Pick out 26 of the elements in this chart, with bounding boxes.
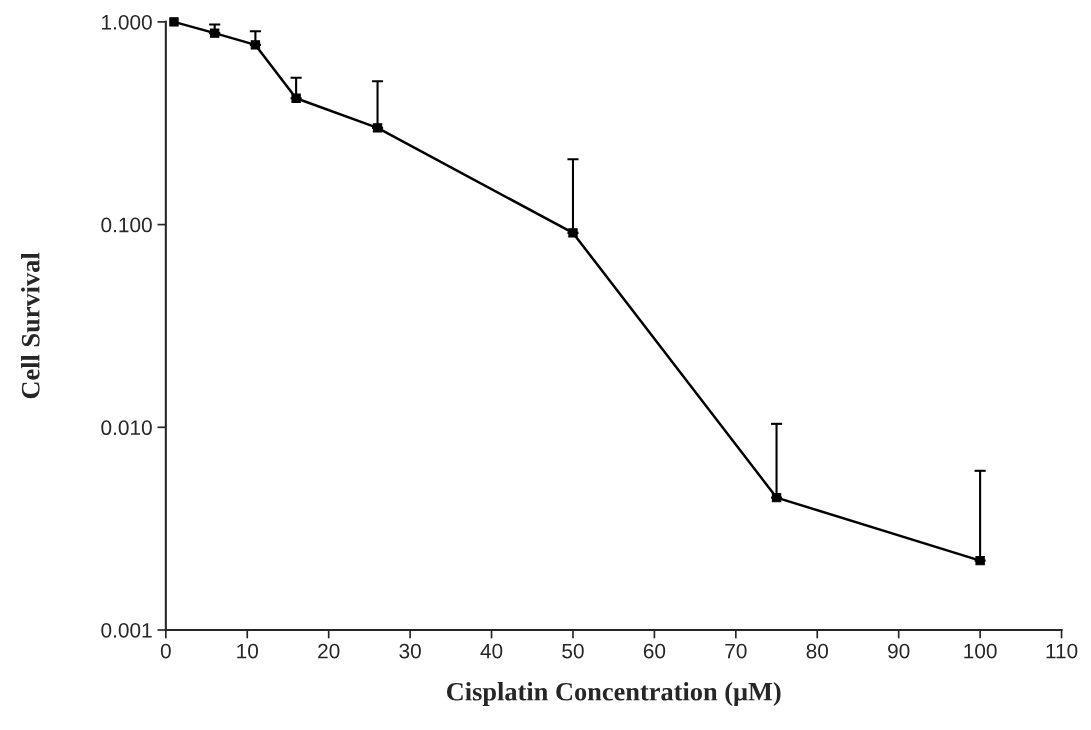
x-tick-label: 90 xyxy=(888,643,910,659)
point xyxy=(568,228,578,238)
point xyxy=(169,17,179,27)
x-axis-title: Cisplatin Concentration (μM) xyxy=(446,682,781,706)
point xyxy=(771,492,782,503)
point xyxy=(291,93,301,103)
point xyxy=(372,123,383,133)
y-axis-title: Cell Survival xyxy=(21,252,40,399)
x-tick-label: 60 xyxy=(643,643,666,659)
point xyxy=(975,555,985,566)
x-tick-label: 70 xyxy=(725,643,747,659)
y-tick-label: 0.010 xyxy=(101,420,152,436)
x-tick-label: 20 xyxy=(318,643,340,659)
x-tick-label: 50 xyxy=(562,643,584,659)
x-tick-label: 110 xyxy=(1046,643,1078,659)
point xyxy=(250,40,261,50)
x-tick-label: 30 xyxy=(399,643,421,659)
x-tick-label: 0 xyxy=(160,643,171,659)
point xyxy=(210,28,220,38)
y-tick-label: 0.001 xyxy=(101,622,152,638)
x-tick-label: 100 xyxy=(964,643,997,659)
x-tick-label: 40 xyxy=(480,643,503,659)
x-tick-label: 80 xyxy=(806,643,829,659)
y-tick-label: 1.000 xyxy=(102,14,152,30)
x-tick-label: 10 xyxy=(237,643,259,659)
y-tick-label: 0.100 xyxy=(101,217,152,233)
